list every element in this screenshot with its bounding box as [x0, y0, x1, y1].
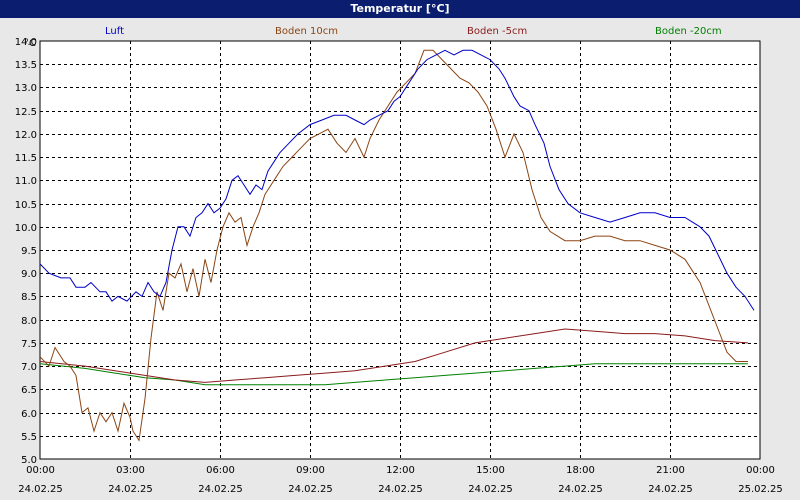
y-tick-label: 8.0 — [21, 316, 37, 327]
x-tick-time-label: 00:00 — [746, 465, 775, 476]
x-tick-time-label: 18:00 — [566, 465, 595, 476]
x-tick-time-label: 03:00 — [116, 465, 145, 476]
chart-title: Temperatur [°C] — [0, 0, 800, 18]
y-tick-label: 12.0 — [15, 130, 37, 141]
y-tick-label: 10.5 — [15, 200, 37, 211]
x-tick-date-label: 24.02.25 — [18, 484, 63, 495]
x-tick-date-label: 24.02.25 — [558, 484, 603, 495]
y-tick-label: 9.5 — [21, 246, 37, 257]
x-tick-date-label: 24.02.25 — [288, 484, 333, 495]
x-tick-date-label: 25.02.25 — [738, 484, 783, 495]
y-tick-label: 11.0 — [15, 176, 37, 187]
x-tick-time-label: 06:00 — [206, 465, 235, 476]
y-tick-label: 6.0 — [21, 409, 37, 420]
x-tick-time-label: 09:00 — [296, 465, 325, 476]
x-tick-time-label: 00:00 — [26, 465, 55, 476]
series-line-boden-10cm — [39, 49, 748, 442]
y-tick-label: 7.5 — [21, 339, 37, 350]
y-tick-label: 11.5 — [15, 153, 37, 164]
x-tick-date-label: 24.02.25 — [108, 484, 153, 495]
y-tick-label: 10.0 — [15, 223, 37, 234]
y-tick-label: 8.5 — [21, 292, 37, 303]
x-tick-date-label: 24.02.25 — [378, 484, 423, 495]
chart-area: 5.0 5.5 6.0 6.5 7.0 7.5 8.0 8.5 9.0 9.5 10.0 10.5 11… — [15, 37, 783, 495]
x-tick-date-label: 24.02.25 — [648, 484, 693, 495]
x-tick-time-label: 15:00 — [476, 465, 505, 476]
legend-boden-5cm: Boden -5cm — [467, 26, 528, 37]
x-tick-time-label: 21:00 — [656, 465, 685, 476]
series-line-boden-5cm — [39, 328, 749, 383]
x-tick-date-label: 24.02.25 — [468, 484, 513, 495]
y-tick-label: 5.5 — [21, 432, 37, 443]
x-tick-date-label: 24.02.25 — [198, 484, 243, 495]
legend-luft: Luft — [105, 26, 124, 37]
y-tick-label: 14.0 — [15, 37, 37, 48]
y-tick-label: 6.5 — [21, 385, 37, 396]
y-tick-label: 5.0 — [21, 455, 37, 466]
legend-boden-10cm: Boden 10cm — [275, 26, 338, 37]
y-tick-label: 12.5 — [15, 107, 37, 118]
y-tick-label: 13.5 — [15, 60, 37, 71]
x-tick-time-label: 12:00 — [386, 465, 415, 476]
y-unit-label: °C — [24, 38, 36, 49]
y-tick-label: 9.0 — [21, 269, 37, 280]
y-tick-label: 13.0 — [15, 83, 37, 94]
y-tick-label: 7.0 — [21, 362, 37, 373]
legend-boden-20cm: Boden -20cm — [655, 26, 722, 37]
series-line-luft — [39, 49, 755, 311]
